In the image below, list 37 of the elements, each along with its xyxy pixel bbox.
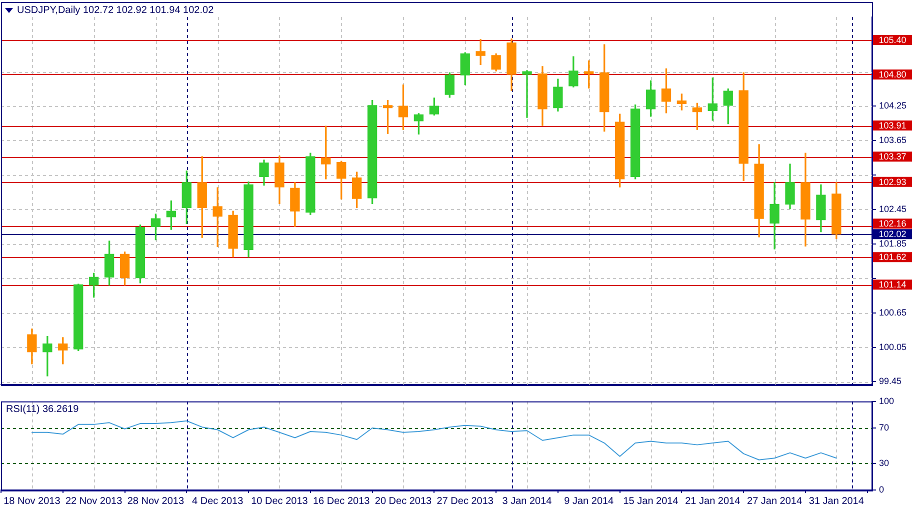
ref-line-label: 102.16 [878,218,906,229]
x-tick-label: 28 Nov 2013 [127,496,184,507]
ref-line-label: 105.40 [878,34,906,45]
ref-line-label: 101.14 [878,280,906,290]
y-tick-label: 70 [879,422,890,432]
x-tick-label: 10 Dec 2013 [251,496,308,507]
y-tick-label: 101.85 [879,238,907,248]
x-tick-label: 3 Jan 2014 [502,496,552,507]
x-tick-label: 27 Jan 2014 [747,496,802,507]
y-tick-label: 0 [879,484,884,494]
x-tick-label: 20 Dec 2013 [374,496,432,507]
y-tick-label: 100 [879,396,894,406]
y-tick-label: 103.65 [879,134,907,145]
candlestick [522,70,532,118]
chart-title: USDJPY,Daily 102.72 102.92 101.94 102.02 [17,4,214,16]
ref-line-label: 102.93 [878,176,906,187]
y-tick-label: 30 [879,458,890,468]
y-tick-label: 102.45 [879,204,907,214]
x-tick-label: 18 Nov 2013 [4,496,61,507]
x-tick-label: 31 Jan 2014 [808,496,864,507]
y-tick-label: 100.65 [879,307,907,318]
chart-title: RSI(11) 36.2619 [6,404,80,416]
ref-line-label: 102.02 [878,229,906,240]
x-tick-label: 22 Nov 2013 [65,496,123,507]
y-tick-label: 100.05 [879,342,907,352]
x-tick-label: 21 Jan 2014 [685,496,741,507]
ref-line-label: 103.91 [878,120,906,131]
x-tick-label: 4 Dec 2013 [192,496,244,507]
x-tick-label: 16 Dec 2013 [312,496,370,507]
y-tick-label: 99.45 [879,376,902,386]
x-tick-label: 27 Dec 2013 [436,496,494,507]
y-tick-label: 104.25 [879,100,907,111]
x-tick-label: 9 Jan 2014 [564,496,614,507]
ref-line-label: 103.37 [878,152,906,162]
ref-line-label: 104.80 [878,69,906,80]
x-tick-label: 15 Jan 2014 [623,496,679,507]
ref-line-label: 101.62 [878,252,906,262]
